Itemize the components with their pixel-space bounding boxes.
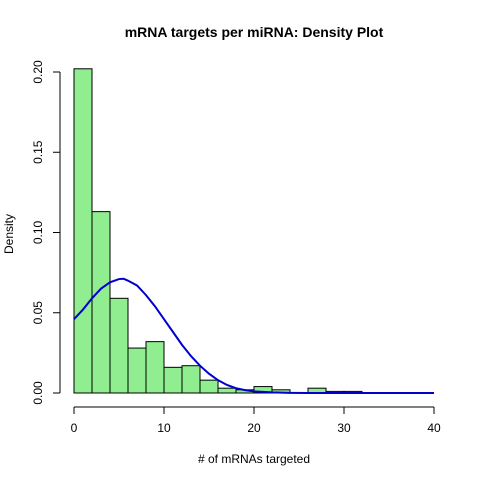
y-tick-label-4: 0.20 (31, 60, 45, 84)
x-tick-label-2: 20 (247, 421, 261, 435)
chart-title: mRNA targets per miRNA: Density Plot (125, 24, 384, 40)
density-curve (73, 277, 434, 394)
histogram-bar-5 (163, 366, 183, 394)
x-tick-label-3: 30 (337, 421, 351, 435)
y-tick-label-1: 0.05 (31, 301, 45, 325)
x-tick-label-0: 0 (71, 421, 78, 435)
x-axis-label: # of mRNAs targeted (198, 452, 310, 466)
histogram-bar-6 (181, 365, 201, 394)
histogram-bars (73, 68, 363, 394)
histogram-bar-3 (127, 347, 147, 394)
density-curve-group (73, 277, 434, 394)
histogram-bar-0 (73, 68, 93, 394)
histogram-bar-4 (145, 341, 165, 394)
y-tick-label-3: 0.15 (31, 140, 45, 164)
histogram-bar-8 (217, 387, 237, 394)
y-axis: 0.00 0.05 0.10 0.15 0.20 (31, 60, 61, 405)
histogram-bar-7 (199, 379, 219, 394)
x-tick-label-1: 10 (157, 421, 171, 435)
y-tick-label-2: 0.10 (31, 220, 45, 244)
x-tick-label-4: 40 (427, 421, 441, 435)
y-tick-label-0: 0.00 (31, 381, 45, 405)
y-axis-label: Density (2, 214, 16, 254)
histogram-bar-2 (109, 297, 129, 394)
x-axis: 0 10 20 30 40 (71, 406, 441, 435)
histogram-bar-1 (91, 211, 111, 394)
